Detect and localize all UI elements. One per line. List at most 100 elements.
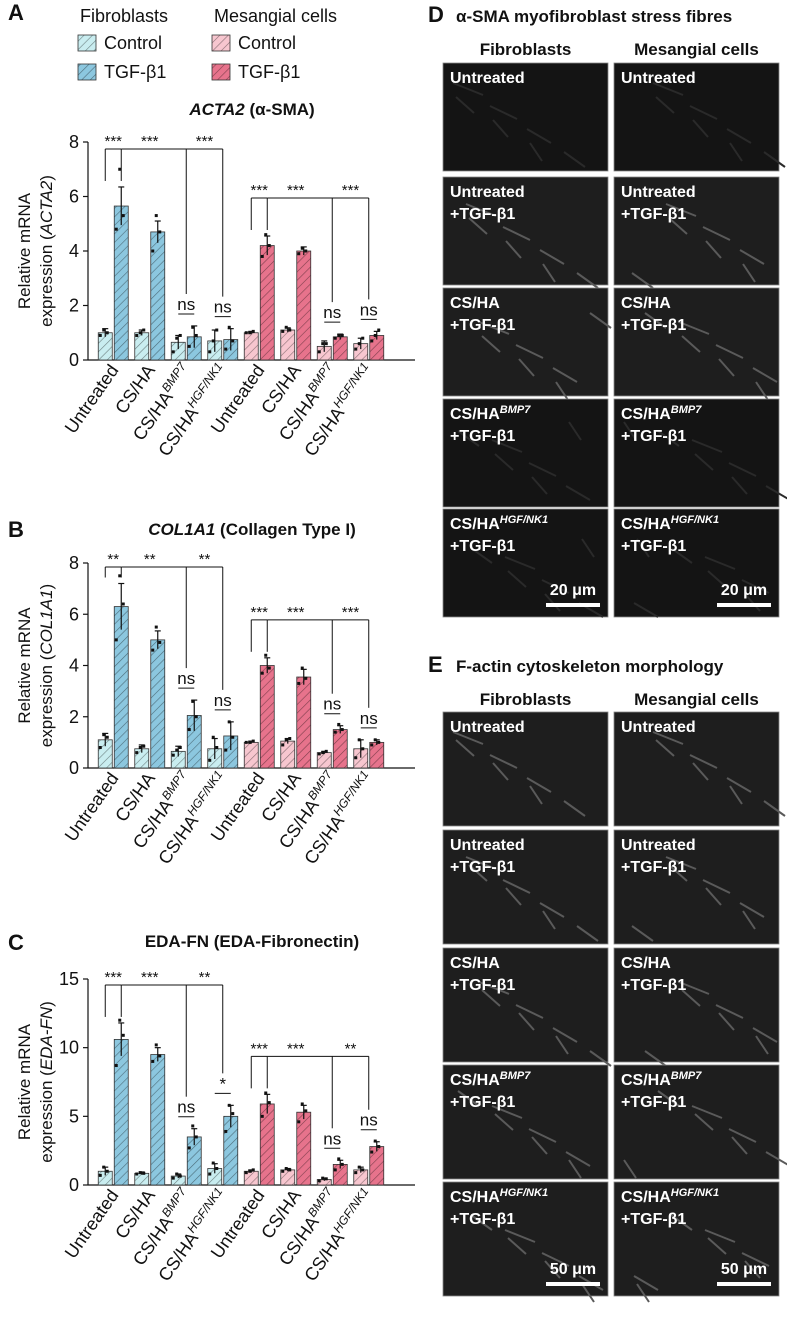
cell-texture <box>539 249 565 265</box>
data-point <box>208 350 212 354</box>
scale-bar-label: 50 μm <box>721 1261 767 1278</box>
legend-label: Control <box>104 33 162 53</box>
data-point <box>284 325 288 329</box>
significance-label: ns <box>360 1111 378 1130</box>
data-point <box>227 1103 231 1107</box>
title-part: (Collagen Type I) <box>215 520 355 539</box>
cell-texture <box>707 570 727 588</box>
cell-texture <box>528 1128 557 1143</box>
category-text: Untreated <box>61 769 123 845</box>
x-tick-label: Untreated <box>61 361 123 437</box>
data-point <box>284 738 288 742</box>
y-axis-label: Relative mRNA <box>15 1023 34 1140</box>
significance-label: ** <box>144 551 156 568</box>
data-point <box>361 747 365 751</box>
cell-texture <box>691 439 723 453</box>
data-point <box>333 1168 337 1172</box>
data-point <box>102 328 106 332</box>
data-point <box>171 753 175 757</box>
cell-texture <box>542 910 556 930</box>
significance-label: *** <box>104 133 122 150</box>
cell-texture <box>518 358 535 377</box>
data-point <box>288 737 292 741</box>
cell-texture <box>657 430 680 447</box>
legend-swatch <box>211 63 231 81</box>
panel-label: B <box>8 517 24 542</box>
data-point <box>361 336 365 340</box>
row-label: +TGF-β1 <box>450 1094 515 1111</box>
category-text: Untreated <box>61 1186 123 1262</box>
cell-texture <box>489 105 518 120</box>
row-label: +TGF-β1 <box>621 538 686 555</box>
significance-label: *** <box>104 969 122 986</box>
significance-label: * <box>219 1074 226 1093</box>
cell-texture <box>655 96 675 114</box>
cell-texture <box>489 754 518 769</box>
micrograph <box>613 508 780 618</box>
cell-texture <box>763 800 786 817</box>
cell-texture <box>452 731 484 745</box>
row-label: Untreated <box>450 719 525 736</box>
data-point <box>354 756 358 760</box>
data-point <box>118 574 122 578</box>
row-label-text: Untreated <box>621 837 696 854</box>
data-point <box>357 342 361 346</box>
cell-texture <box>492 119 509 138</box>
data-point <box>224 347 228 351</box>
title-part: EDA-FN (EDA-Fibronectin) <box>145 932 359 951</box>
significance-label: ** <box>345 1040 357 1057</box>
cell-texture <box>668 217 688 235</box>
y-label-part: ) <box>37 584 56 590</box>
panel-title: α-SMA myofibroblast stress fibres <box>456 7 732 26</box>
cell-texture <box>729 142 743 162</box>
cell-texture <box>494 453 514 471</box>
data-point <box>194 1135 198 1139</box>
data-point <box>175 748 179 752</box>
row-label-text: CS/HA <box>621 1189 671 1206</box>
data-point <box>373 1139 377 1143</box>
cell-texture <box>515 344 544 359</box>
cell-texture <box>689 105 718 120</box>
cell-texture <box>705 240 722 259</box>
significance-label: *** <box>287 1040 305 1057</box>
cell-texture <box>636 1283 650 1303</box>
significance-label: *** <box>342 604 360 621</box>
cell-texture <box>644 312 667 329</box>
data-point <box>300 1102 304 1106</box>
bar <box>150 639 166 769</box>
cell-texture <box>729 785 743 805</box>
row-label-text: CS/HA <box>621 516 671 533</box>
cell-texture <box>468 864 488 882</box>
y-label-part: COL1A1 <box>37 589 56 654</box>
cell-texture <box>491 439 523 453</box>
cell-texture <box>565 1151 591 1167</box>
data-point <box>267 666 271 670</box>
data-point <box>244 740 248 744</box>
data-point <box>211 1161 215 1165</box>
data-point <box>251 329 255 333</box>
data-point <box>138 331 142 335</box>
data-point <box>154 1043 158 1047</box>
row-label-sup: BMP7 <box>500 404 531 416</box>
column-header: Mesangial cells <box>634 40 759 59</box>
data-point <box>321 342 325 346</box>
cell-texture <box>728 462 757 477</box>
scale-bar-label: 20 μm <box>550 582 596 599</box>
row-label: CS/HA <box>621 955 671 972</box>
cell-texture <box>528 462 557 477</box>
cell-texture <box>494 1113 514 1131</box>
cell-texture <box>507 1237 527 1255</box>
cell-texture <box>726 777 752 793</box>
cell-texture <box>731 476 748 495</box>
bar <box>259 665 275 769</box>
data-point <box>154 625 158 629</box>
category-sup: BMP7 <box>305 1184 336 1220</box>
row-label: +TGF-β1 <box>621 1211 686 1228</box>
category-sup: HGF/NK1 <box>184 768 225 819</box>
data-point <box>142 1171 146 1175</box>
cell-texture <box>478 321 510 335</box>
data-point <box>158 1054 162 1058</box>
cell-texture <box>481 989 501 1007</box>
y-label-part: EDA-FN <box>37 1006 56 1070</box>
data-point <box>304 249 308 253</box>
